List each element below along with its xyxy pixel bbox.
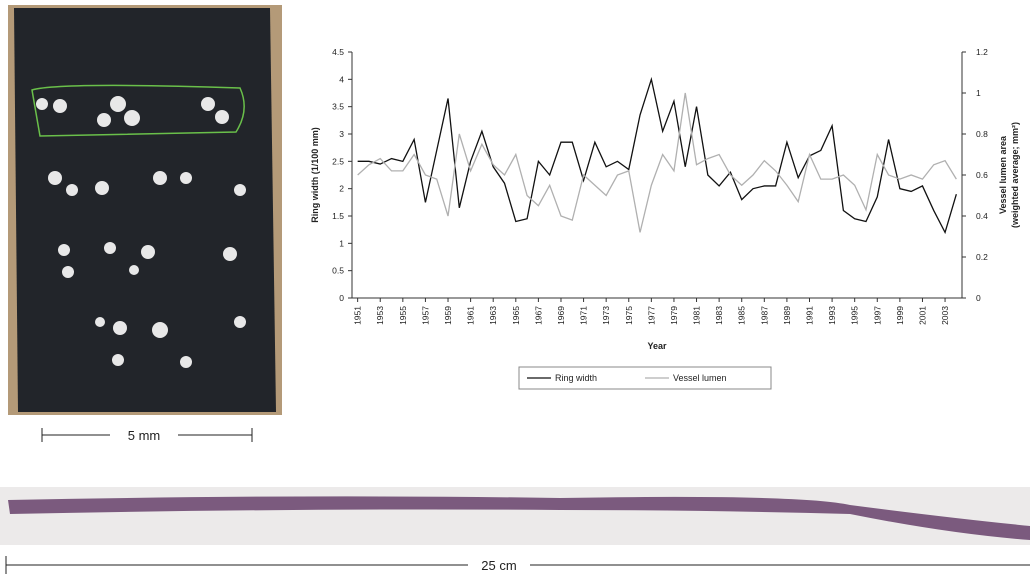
y-tick-label: 4.5 xyxy=(332,47,344,57)
x-tick-label: 1951 xyxy=(353,306,363,325)
legend-box xyxy=(518,366,772,390)
x-tick-label: 1999 xyxy=(895,306,905,325)
x-tick-label: 1979 xyxy=(669,306,679,325)
vessels xyxy=(36,96,246,368)
y2-axis-title: (weighted average; mm²) xyxy=(1010,122,1020,228)
x-tick-label: 1977 xyxy=(646,306,656,325)
x-tick-label: 1965 xyxy=(511,306,521,325)
y-tick-label: 3.5 xyxy=(332,102,344,112)
x-tick-label: 1975 xyxy=(624,306,634,325)
strip xyxy=(8,496,1030,540)
wood-section xyxy=(14,8,276,412)
x-tick-label: 1981 xyxy=(692,306,702,325)
legend-label: Ring width xyxy=(555,373,597,383)
y2-tick-label: 0.2 xyxy=(976,252,988,262)
photo-scale-bar: 5 mm xyxy=(41,428,253,443)
x-tick-label: 1973 xyxy=(601,306,611,325)
x-tick-label: 1995 xyxy=(850,306,860,325)
wood-photo xyxy=(8,5,282,415)
x-tick-label: 1963 xyxy=(488,306,498,325)
y2-tick-label: 0.8 xyxy=(976,129,988,139)
x-tick-label: 1967 xyxy=(533,306,543,325)
y2-tick-label: 0.4 xyxy=(976,211,988,221)
legend-label: Vessel lumen xyxy=(673,373,727,383)
x-tick-label: 1993 xyxy=(827,306,837,325)
x-axis-title: Year xyxy=(647,341,667,351)
x-tick-label: 1957 xyxy=(420,306,430,325)
x-tick-label: 1983 xyxy=(714,306,724,325)
y-tick-label: 0 xyxy=(339,293,344,303)
x-tick-label: 1989 xyxy=(782,306,792,325)
x-tick-label: 1985 xyxy=(737,306,747,325)
y-tick-label: 2.5 xyxy=(332,156,344,166)
y-tick-label: 1 xyxy=(339,238,344,248)
x-tick-label: 1961 xyxy=(466,306,476,325)
x-tick-label: 1971 xyxy=(579,306,589,325)
x-tick-label: 1991 xyxy=(805,306,815,325)
y-tick-label: 0.5 xyxy=(332,266,344,276)
y-tick-label: 3 xyxy=(339,129,344,139)
x-tick-label: 1955 xyxy=(398,306,408,325)
y-tick-label: 1.5 xyxy=(332,211,344,221)
outline xyxy=(31,84,245,137)
x-tick-label: 1953 xyxy=(375,306,385,325)
y-axis-title: Ring width (1/100 mm) xyxy=(310,127,320,223)
y2-axis-title: Vessel lumen area xyxy=(998,135,1008,214)
y2-tick-label: 0.6 xyxy=(976,170,988,180)
x-tick-label: 1959 xyxy=(443,306,453,325)
series-line xyxy=(357,76,957,235)
x-tick-label: 1987 xyxy=(759,306,769,325)
scale-label: 5 mm xyxy=(128,428,161,443)
y-tick-label: 4 xyxy=(339,74,344,84)
series-line xyxy=(357,92,957,233)
strip-background xyxy=(0,487,1030,545)
x-tick-label: 1997 xyxy=(872,306,882,325)
y2-tick-label: 0 xyxy=(976,293,981,303)
strip-photo xyxy=(0,487,1030,545)
strip-scale-bar: 25 cm xyxy=(5,556,1030,574)
x-tick-label: 2001 xyxy=(917,306,927,325)
x-tick-label: 2003 xyxy=(940,306,950,325)
y2-tick-label: 1.2 xyxy=(976,47,988,57)
scale-label: 25 cm xyxy=(481,558,516,573)
y-tick-label: 2 xyxy=(339,184,344,194)
x-tick-label: 1969 xyxy=(556,306,566,325)
y2-tick-label: 1 xyxy=(976,88,981,98)
